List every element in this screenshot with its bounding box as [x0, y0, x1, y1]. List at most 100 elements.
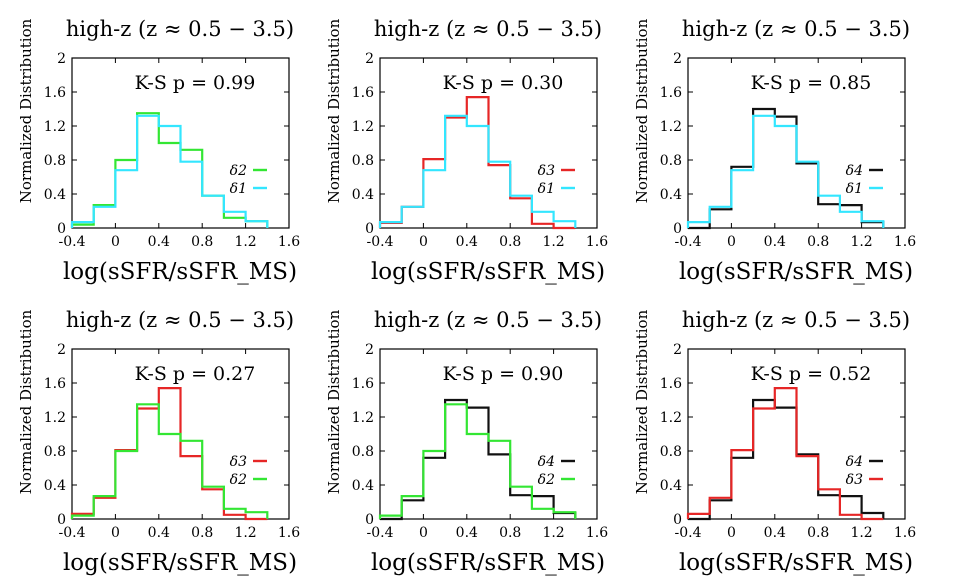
ks-annotation: K-S p = 0.85: [751, 72, 872, 94]
x-tick-label: 0: [419, 234, 428, 250]
x-tick-label: -0.4: [367, 525, 394, 541]
x-tick-label: 1.2: [850, 234, 872, 250]
ks-annotation: K-S p = 0.99: [135, 72, 256, 94]
legend-label: δ4: [538, 454, 555, 470]
y-tick-label: 0.4: [660, 187, 682, 203]
y-tick-label: 1.6: [660, 376, 682, 392]
x-tick-label: 0.4: [148, 525, 170, 541]
y-tick-label: 2: [365, 342, 374, 358]
y-tick-label: 0.8: [660, 153, 682, 169]
x-tick-label: -0.4: [59, 234, 86, 250]
x-tick-label: 1.6: [586, 234, 608, 250]
y-axis-label: Normalized Distribution: [325, 18, 343, 203]
x-tick-label: 0: [111, 525, 120, 541]
plot-frame: [379, 348, 598, 520]
y-tick-label: 0: [57, 512, 66, 528]
x-tick-label: -0.4: [59, 525, 86, 541]
y-axis-label: Normalized Distribution: [17, 18, 35, 203]
legend-label: δ2: [230, 472, 247, 488]
plot-frame: [687, 348, 906, 520]
legend-label: δ3: [230, 454, 247, 470]
legend-label: δ2: [230, 163, 247, 179]
y-tick-label: 0.4: [660, 478, 682, 494]
legend-label: δ2: [538, 472, 555, 488]
y-tick-label: 0: [673, 512, 682, 528]
y-tick-label: 1.2: [660, 119, 682, 135]
y-tick-label: 1.6: [660, 85, 682, 101]
y-tick-label: 1.6: [352, 376, 374, 392]
y-tick-label: 1.6: [352, 85, 374, 101]
panel-title: high-z (z ≈ 0.5 − 3.5): [374, 308, 602, 332]
histogram-series-2: [70, 403, 269, 519]
x-tick-label: 0.4: [764, 234, 786, 250]
y-tick-label: 2: [673, 342, 682, 358]
y-axis-label: Normalized Distribution: [633, 18, 651, 203]
legend-label: δ3: [846, 472, 863, 488]
x-tick-label: 1.2: [234, 234, 256, 250]
x-tick-label: 0.8: [191, 234, 213, 250]
x-tick-label: 0.4: [148, 234, 170, 250]
ks-annotation: K-S p = 0.27: [135, 363, 256, 385]
y-tick-label: 0.8: [44, 444, 66, 460]
legend-label: δ4: [846, 454, 863, 470]
panel-title: high-z (z ≈ 0.5 − 3.5): [66, 308, 294, 332]
x-tick-label: 0: [111, 234, 120, 250]
y-tick-label: 0.4: [44, 187, 66, 203]
histogram-series-2: [686, 114, 885, 228]
y-tick-label: 0.8: [660, 444, 682, 460]
x-tick-label: 1.2: [234, 525, 256, 541]
x-tick-label: 1.2: [542, 525, 564, 541]
plot-frame: [71, 348, 290, 520]
x-tick-label: 0: [727, 234, 736, 250]
y-tick-label: 1.2: [44, 119, 66, 135]
x-tick-label: 0.8: [191, 525, 213, 541]
x-axis-label: log(sSFR/sSFR_MS): [371, 259, 605, 285]
x-tick-label: 0.8: [499, 234, 521, 250]
x-tick-label: -0.4: [675, 234, 702, 250]
x-tick-label: 0: [727, 525, 736, 541]
y-tick-label: 0: [365, 512, 374, 528]
panel-title: high-z (z ≈ 0.5 − 3.5): [66, 17, 294, 41]
y-tick-label: 2: [673, 51, 682, 67]
y-axis-label: Normalized Distribution: [17, 309, 35, 494]
histogram-series-2: [70, 114, 269, 228]
x-tick-label: 0.4: [764, 525, 786, 541]
x-tick-label: 1.6: [586, 525, 608, 541]
y-tick-label: 0.4: [352, 478, 374, 494]
x-tick-label: 1.6: [894, 234, 916, 250]
y-tick-label: 1.6: [44, 85, 66, 101]
y-tick-label: 0.8: [44, 153, 66, 169]
x-tick-label: 1.6: [278, 525, 300, 541]
histogram-series-1: [70, 112, 269, 228]
y-tick-label: 1.6: [44, 376, 66, 392]
x-tick-label: 0.8: [499, 525, 521, 541]
x-tick-label: 1.6: [278, 234, 300, 250]
histogram-series-2: [686, 387, 884, 521]
x-tick-label: 1.2: [850, 525, 872, 541]
panel-title: high-z (z ≈ 0.5 − 3.5): [682, 308, 910, 332]
legend-label: δ3: [538, 163, 555, 179]
histogram-series-1: [380, 398, 577, 521]
y-axis-label: Normalized Distribution: [633, 309, 651, 494]
x-axis-label: log(sSFR/sSFR_MS): [63, 259, 297, 285]
ks-annotation: K-S p = 0.30: [443, 72, 564, 94]
histogram-series-2: [378, 403, 577, 519]
plot-frame: [71, 57, 290, 229]
x-tick-label: 0.4: [456, 234, 478, 250]
y-tick-label: 2: [365, 51, 374, 67]
x-axis-label: log(sSFR/sSFR_MS): [371, 550, 605, 576]
panel-title: high-z (z ≈ 0.5 − 3.5): [682, 17, 910, 41]
x-tick-label: -0.4: [675, 525, 702, 541]
x-tick-label: 0: [419, 525, 428, 541]
y-tick-label: 0.4: [44, 478, 66, 494]
y-tick-label: 0.8: [352, 153, 374, 169]
x-tick-label: 1.2: [542, 234, 564, 250]
y-tick-label: 0.8: [352, 444, 374, 460]
histogram-series-1: [688, 107, 885, 230]
x-tick-label: 0.8: [807, 234, 829, 250]
